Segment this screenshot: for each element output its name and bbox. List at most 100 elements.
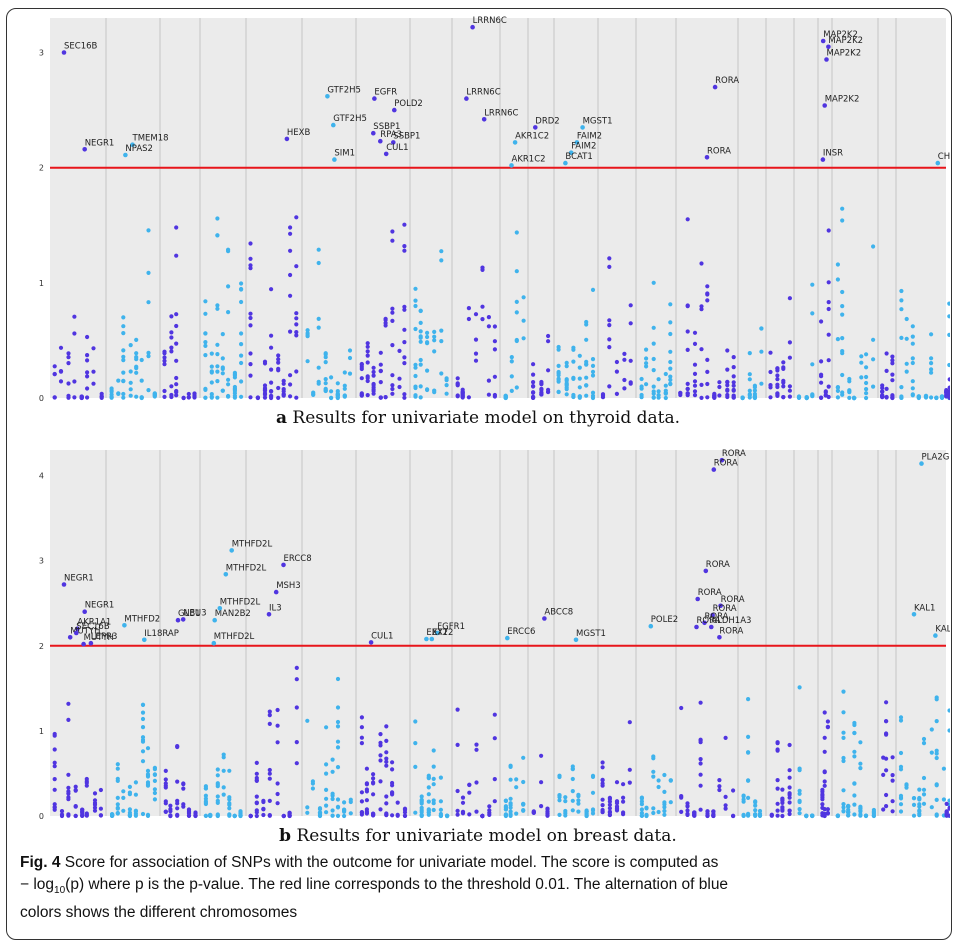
snp-point: [232, 813, 237, 818]
snp-point: [685, 217, 690, 222]
snp-point: [133, 792, 138, 797]
snp-point: [810, 813, 815, 818]
gene-label: CHEK2: [938, 152, 950, 162]
gene-label: GTF2H5: [327, 85, 361, 95]
gene-label: RORA: [713, 604, 737, 614]
snp-point: [819, 395, 824, 400]
snp-point: [203, 793, 208, 798]
snp-point: [614, 799, 620, 804]
snp-point: [269, 389, 274, 394]
y-tick-label: 3: [39, 557, 44, 566]
snp-point: [181, 802, 186, 807]
snp-point: [288, 373, 293, 378]
snp-point: [840, 289, 845, 295]
snp-point: [810, 392, 815, 397]
snp-point: [934, 797, 939, 802]
snp-point: [921, 787, 927, 792]
snp-point: [639, 376, 644, 382]
snp-point: [72, 331, 77, 336]
snp-point: [858, 740, 863, 745]
snp-point: [460, 795, 466, 800]
gene-label: MTHFD2L: [214, 632, 255, 642]
snp-point: [431, 782, 436, 787]
snp-point: [294, 330, 299, 335]
snp-point: [174, 388, 179, 394]
snp-point: [880, 394, 885, 399]
snp-point: [203, 813, 208, 818]
snp-point: [52, 364, 57, 369]
snp-point: [692, 383, 698, 388]
snp-point: [276, 385, 281, 391]
snp-point: [929, 805, 934, 810]
snp-point: [215, 773, 220, 778]
snp-point: [371, 792, 376, 797]
snp-point: [622, 377, 627, 383]
gene-label: LEPR3: [91, 632, 118, 642]
snp-point: [317, 807, 323, 812]
snp-point: [267, 776, 272, 781]
snp-point-significant: [694, 624, 699, 630]
snp-point: [486, 315, 491, 320]
snp-point: [140, 702, 146, 707]
snp-point: [740, 395, 745, 400]
snp-point: [419, 798, 424, 803]
snp-point: [644, 382, 649, 387]
snp-point: [863, 813, 869, 818]
snp-point: [294, 311, 299, 316]
snp-point: [466, 316, 471, 322]
snp-point: [840, 206, 845, 211]
snp-point: [731, 365, 736, 370]
snp-point: [628, 321, 633, 326]
snp-point: [846, 807, 851, 812]
snp-point: [651, 810, 656, 816]
snp-point: [66, 381, 71, 386]
snp-point: [717, 778, 722, 783]
snp-point: [209, 380, 214, 385]
snp-point: [651, 769, 656, 774]
snp-point: [371, 391, 376, 396]
snp-point: [323, 360, 328, 365]
gene-label: HEXB: [287, 128, 311, 138]
snp-point: [492, 374, 497, 379]
snp-point: [181, 395, 186, 401]
snp-point: [639, 799, 645, 804]
snp-point: [335, 719, 341, 725]
snp-point: [570, 776, 575, 782]
snp-point: [819, 372, 824, 377]
snp-point: [168, 809, 173, 814]
snp-point: [546, 389, 551, 395]
snp-point: [881, 772, 886, 777]
snp-point: [884, 395, 889, 400]
snp-point: [823, 390, 828, 395]
figure-caption-log: − log: [20, 876, 55, 893]
snp-point: [639, 384, 644, 389]
snp-point: [330, 769, 335, 774]
snp-point: [146, 300, 151, 305]
snp-point: [209, 392, 214, 397]
snp-point: [215, 798, 220, 803]
snp-point: [509, 374, 514, 379]
snp-point: [215, 369, 220, 374]
snp-point: [679, 705, 684, 711]
snp-point: [169, 314, 174, 319]
snp-point: [335, 745, 341, 750]
snp-point: [607, 809, 613, 814]
snp-point: [947, 362, 950, 368]
snp-point: [699, 382, 704, 387]
snp-point: [152, 767, 157, 772]
snp-point: [711, 809, 716, 814]
snp-point: [439, 328, 444, 333]
snp-point: [169, 330, 174, 335]
snp-point: [239, 281, 244, 286]
snp-point: [378, 753, 383, 758]
snp-point: [607, 318, 612, 323]
snp-point: [787, 775, 792, 780]
snp-point: [600, 777, 605, 782]
snp-point: [419, 809, 424, 815]
snp-point: [254, 775, 259, 781]
snp-point: [651, 280, 656, 285]
snp-point: [397, 376, 402, 381]
snp-point: [787, 355, 793, 360]
snp-point: [929, 727, 934, 732]
snp-point: [934, 751, 939, 756]
